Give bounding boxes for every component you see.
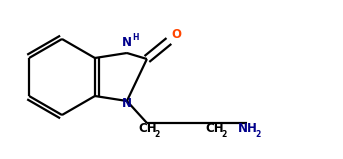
Text: CH: CH bbox=[205, 121, 224, 135]
Text: O: O bbox=[171, 28, 181, 41]
Text: 2: 2 bbox=[256, 129, 261, 138]
Text: CH: CH bbox=[138, 121, 157, 135]
Text: NH: NH bbox=[237, 121, 257, 135]
Text: H: H bbox=[133, 32, 139, 41]
Text: 2: 2 bbox=[221, 129, 226, 138]
Text: N: N bbox=[122, 97, 132, 110]
Text: N: N bbox=[122, 37, 132, 49]
Text: 2: 2 bbox=[154, 129, 159, 138]
